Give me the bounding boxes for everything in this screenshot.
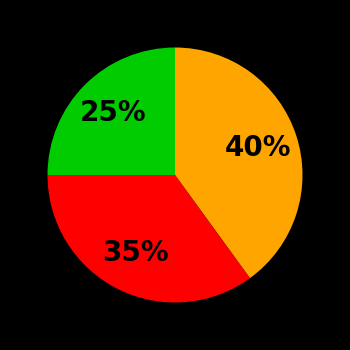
- Text: 40%: 40%: [224, 134, 291, 162]
- Wedge shape: [48, 175, 250, 302]
- Text: 25%: 25%: [80, 99, 147, 127]
- Wedge shape: [175, 48, 302, 278]
- Text: 35%: 35%: [102, 238, 169, 266]
- Wedge shape: [48, 48, 175, 175]
